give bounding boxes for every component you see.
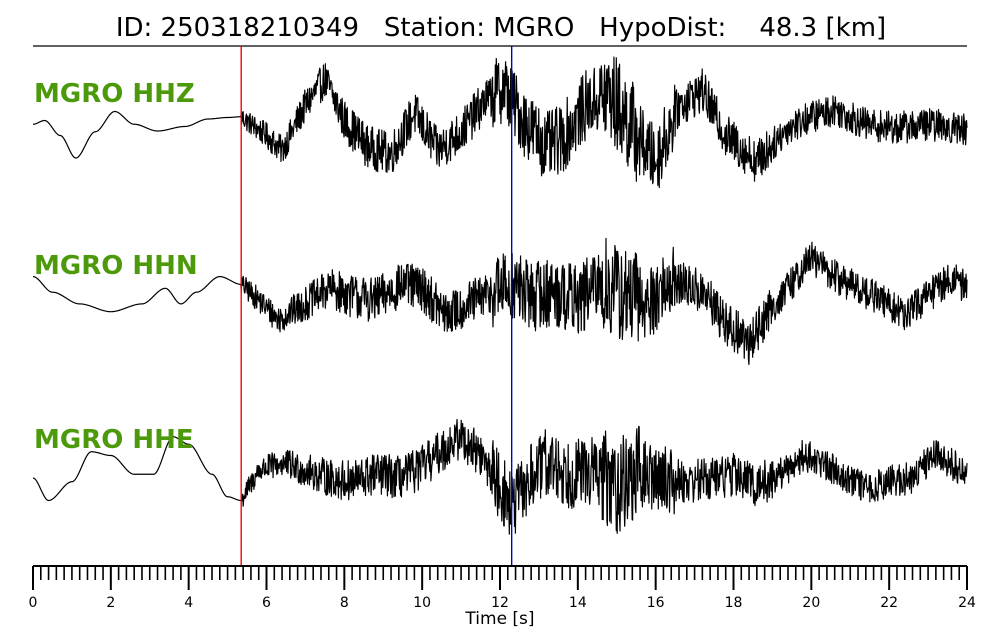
- x-tick-label: 24: [958, 595, 976, 611]
- trace-mgro-hhn: [32, 237, 968, 366]
- channel-label-mgro-hhn: MGRO HHN: [34, 251, 198, 281]
- x-tick-label: 18: [725, 595, 743, 611]
- x-axis-tick-labels: 0 2 4 6 8 10 12 14 16 18 20 22 24: [29, 595, 976, 611]
- x-tick-label: 8: [340, 595, 349, 611]
- trace-mgro-hhz: [32, 56, 968, 189]
- x-tick-label: 0: [29, 595, 38, 611]
- phase-picks: [240, 46, 513, 566]
- x-tick-label: 14: [569, 595, 587, 611]
- x-tick-label: 20: [802, 595, 820, 611]
- traces-layer: [32, 56, 968, 535]
- x-tick-label: 2: [106, 595, 115, 611]
- x-tick-label: 4: [184, 595, 193, 611]
- x-tick-label: 16: [647, 595, 665, 611]
- x-axis-label: Time [s]: [464, 609, 534, 629]
- x-tick-label: 10: [413, 595, 431, 611]
- time-axis: 0 2 4 6 8 10 12 14 16 18 20 22 24 Time [s]: [29, 565, 976, 629]
- chart-title: ID: 250318210349 Station: MGRO HypoDist:…: [116, 13, 886, 43]
- x-tick-label: 12: [491, 595, 509, 611]
- x-axis-ticks: [32, 566, 968, 590]
- x-tick-label: 6: [262, 595, 271, 611]
- channel-label-mgro-hhz: MGRO HHZ: [34, 79, 195, 109]
- channel-labels: MGRO HHZ MGRO HHN MGRO HHE: [34, 79, 198, 455]
- x-tick-label: 22: [880, 595, 898, 611]
- channel-label-mgro-hhe: MGRO HHE: [34, 425, 194, 455]
- trace-mgro-hhe: [32, 418, 968, 535]
